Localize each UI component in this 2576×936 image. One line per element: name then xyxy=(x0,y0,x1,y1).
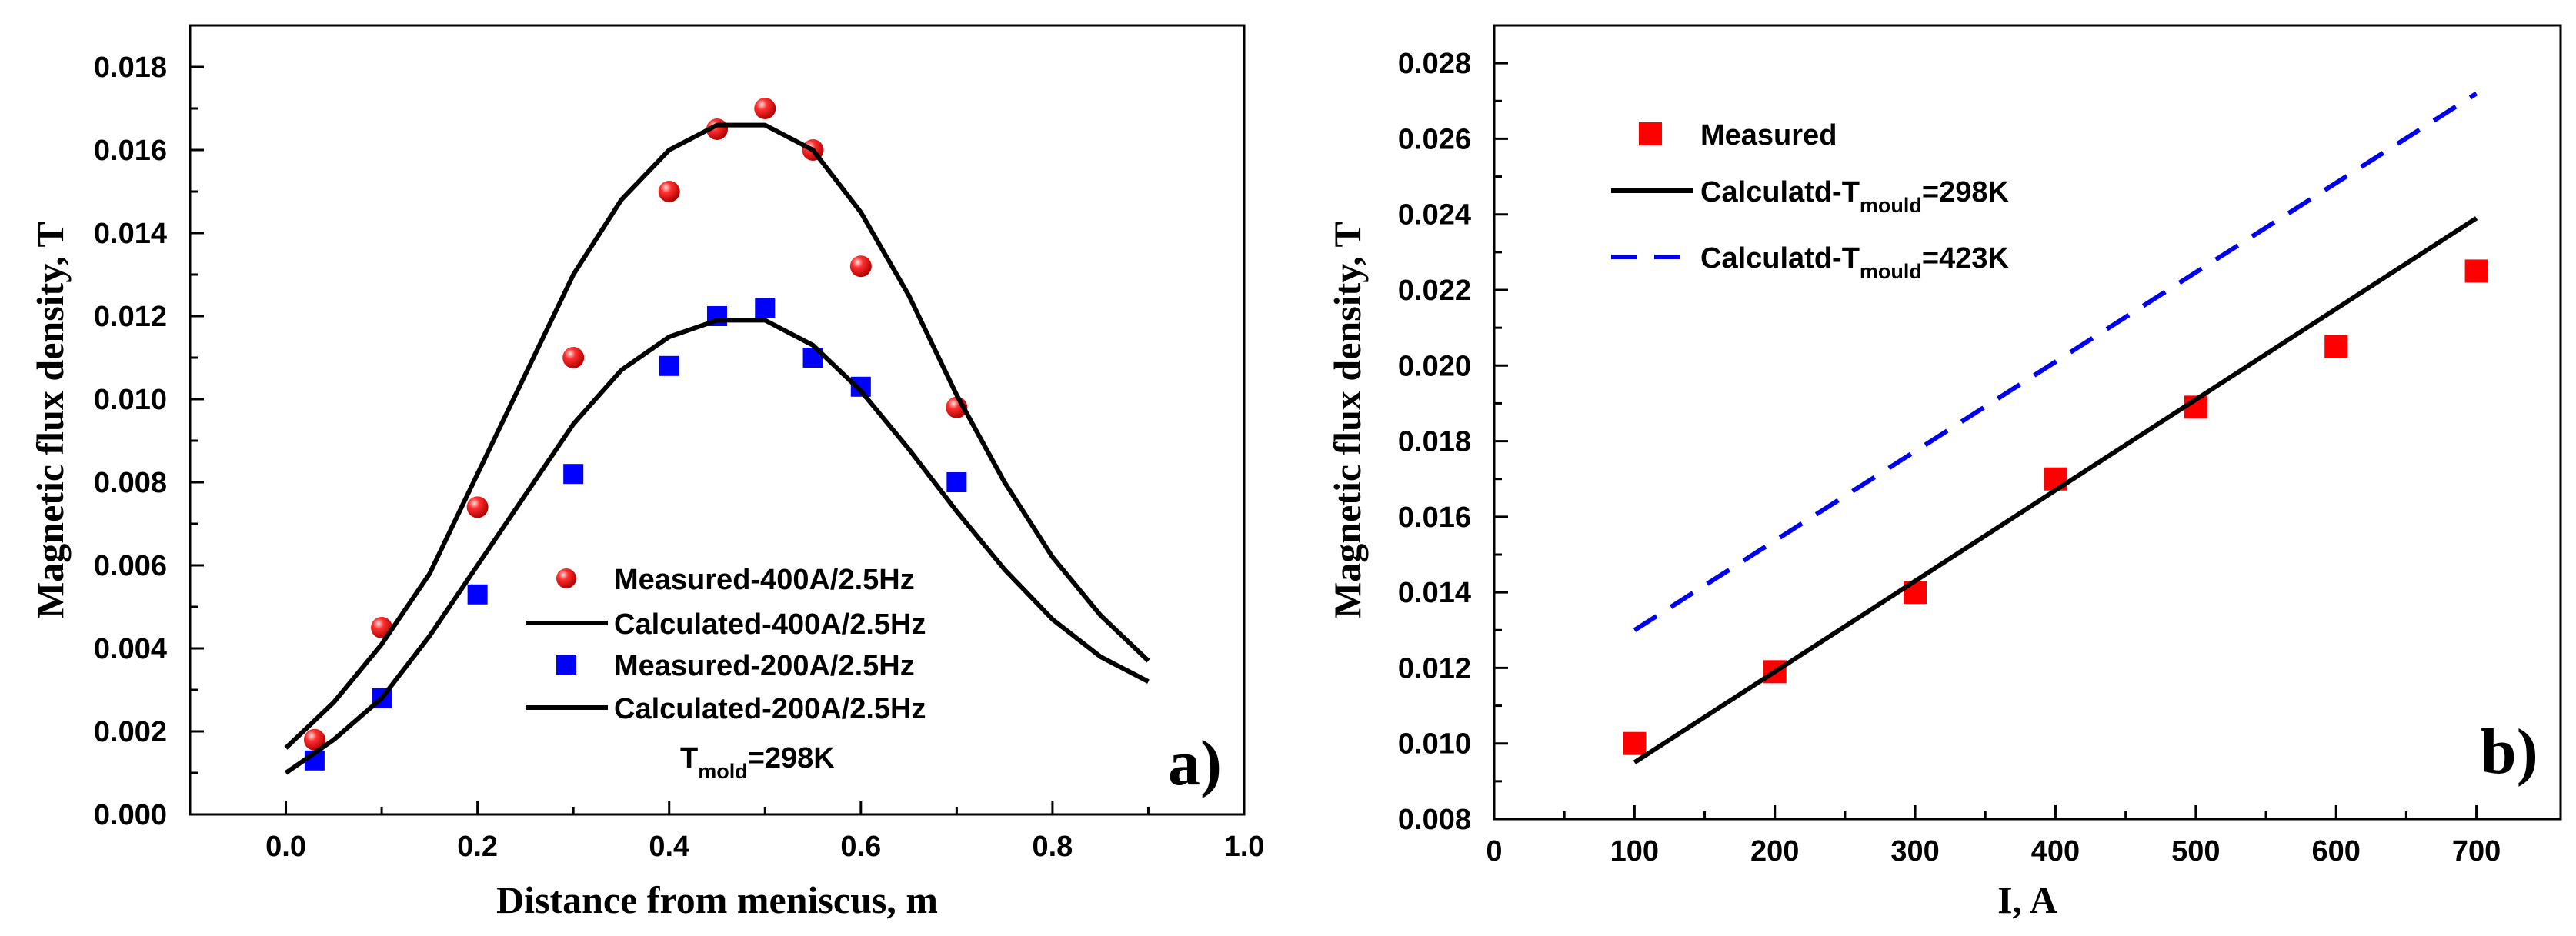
annotation-sub: mold xyxy=(698,760,748,783)
legend-calc-423-sub: mould xyxy=(1860,260,1922,283)
a-x-tick-label: 0.0 xyxy=(265,831,306,863)
legend-calc-298-main: Calculatd-T xyxy=(1700,176,1860,208)
chart-b-x-axis-label: I, A xyxy=(1997,878,2057,921)
legend-calc-423-main: Calculatd-T xyxy=(1700,242,1860,275)
legend-label-measured-200: Measured-200A/2.5Hz xyxy=(614,650,915,682)
annotation-main: T xyxy=(680,742,698,774)
chart-b-ticks: 0 100 200 300 400 500 600 700 0.008 0.010 0.012 0.0… xyxy=(1398,24,2501,868)
b-y-tick-label: 0.024 xyxy=(1398,199,1471,232)
a-y-tick-label: 0.000 xyxy=(94,799,167,831)
a-y-tick-label: 0.004 xyxy=(94,633,167,665)
legend-label-calc-423: Calculatd-Tmould=423K xyxy=(1700,242,2009,283)
a-y-tick-label: 0.012 xyxy=(94,301,167,333)
b-x-tick-label: 500 xyxy=(2171,835,2220,868)
b-x-tick-label: 200 xyxy=(1750,835,1799,868)
a-y-tick-label: 0.016 xyxy=(94,135,167,167)
b-series-0-point xyxy=(1623,731,1647,755)
b-y-tick-label: 0.028 xyxy=(1398,48,1471,80)
legend-calc-423-tail: =423K xyxy=(1922,242,2010,275)
b-y-tick-label: 0.026 xyxy=(1398,123,1471,155)
a-y-tick-label: 0.002 xyxy=(94,716,167,748)
a-series-1-line xyxy=(284,122,1150,750)
a-x-tick-label: 0.6 xyxy=(840,831,881,863)
b-x-tick-label: 400 xyxy=(2031,835,2080,868)
chart-b-marks xyxy=(1623,91,2488,764)
a-series-0-point xyxy=(466,496,489,518)
legend-label-calculated-400: Calculated-400A/2.5Hz xyxy=(614,608,926,641)
a-series-0-point xyxy=(754,98,776,119)
a-x-tick-label: 1.0 xyxy=(1224,831,1265,863)
chart-b-frame xyxy=(1493,24,2562,821)
b-x-tick-label: 300 xyxy=(1890,835,1939,868)
b-y-tick-label: 0.022 xyxy=(1398,275,1471,307)
chart-a-ticks: 0.0 0.2 0.4 0.6 0.8 1.0 0.000 0.002 0.004 0.006 0.… xyxy=(94,24,1265,863)
a-y-tick-label: 0.006 xyxy=(94,550,167,582)
a-y-tick-label: 0.018 xyxy=(94,52,167,84)
b-x-tick-label: 600 xyxy=(2312,835,2361,868)
legend-swatch-measured xyxy=(1639,122,1662,145)
b-y-tick-label: 0.008 xyxy=(1398,804,1471,836)
b-x-tick-label: 700 xyxy=(2452,835,2501,868)
legend-calc-298-tail: =298K xyxy=(1922,176,2010,208)
annotation-tail: =298K xyxy=(748,742,836,774)
chart-b-y-axis-label: Magnetic flux density, T xyxy=(1326,222,1369,618)
chart-b-legend: Measured Calculatd-Tmould=298K Calculatd… xyxy=(1611,119,2009,283)
legend-label-measured-400: Measured-400A/2.5Hz xyxy=(614,564,915,596)
a-x-tick-label: 0.2 xyxy=(457,831,498,863)
legend-swatch-measured-400 xyxy=(556,568,576,588)
a-series-0-point xyxy=(562,347,585,368)
b-series-1-line xyxy=(1633,216,2478,764)
b-y-tick-label: 0.020 xyxy=(1398,350,1471,382)
a-series-2-point xyxy=(563,464,584,485)
a-series-2-point xyxy=(946,472,967,492)
a-series-0-point xyxy=(658,181,680,202)
chart-b: 0 100 200 300 400 500 600 700 0.008 0.010 0.012 0.0… xyxy=(1326,24,2562,921)
chart-a-marks xyxy=(284,98,1150,775)
legend-label-measured: Measured xyxy=(1700,119,1837,152)
b-y-tick-label: 0.014 xyxy=(1398,577,1471,609)
legend-calc-298-sub: mould xyxy=(1860,194,1922,217)
b-x-tick-label: 100 xyxy=(1610,835,1659,868)
chart-a-legend: Measured-400A/2.5Hz Calculated-400A/2.5H… xyxy=(526,564,926,725)
chart-a: 0.0 0.2 0.4 0.6 0.8 1.0 0.000 0.002 0.004 0.006 0.… xyxy=(28,24,1265,921)
a-x-tick-label: 0.8 xyxy=(1032,831,1073,863)
a-series-2-point xyxy=(659,355,679,376)
b-y-tick-label: 0.010 xyxy=(1398,728,1471,761)
b-x-tick-label: 0 xyxy=(1486,835,1502,868)
chart-a-y-axis-label: Magnetic flux density, T xyxy=(28,222,72,618)
a-series-3-line xyxy=(284,318,1150,775)
a-series-2-point xyxy=(467,584,488,605)
b-y-tick-label: 0.018 xyxy=(1398,426,1471,458)
legend-label-calc-298: Calculatd-Tmould=298K xyxy=(1700,176,2009,217)
chart-a-frame xyxy=(189,24,1246,816)
legend-label-calculated-200: Calculated-200A/2.5Hz xyxy=(614,693,926,725)
b-series-2-line xyxy=(1633,91,2478,632)
chart-a-annotation-tmold: Tmold=298K xyxy=(680,742,835,783)
b-series-0-point xyxy=(2324,335,2348,358)
chart-a-x-axis-label: Distance from meniscus, m xyxy=(496,878,938,921)
legend-swatch-measured-200 xyxy=(556,655,576,675)
a-y-tick-label: 0.008 xyxy=(94,467,167,499)
b-y-tick-label: 0.012 xyxy=(1398,652,1471,685)
a-series-0-point xyxy=(849,255,872,278)
a-series-2-point xyxy=(755,298,776,318)
chart-a-panel-label: a) xyxy=(1168,728,1222,799)
a-series-0-point xyxy=(303,728,325,751)
a-y-tick-label: 0.010 xyxy=(94,384,167,416)
a-y-tick-label: 0.014 xyxy=(94,218,167,250)
chart-b-panel-label: b) xyxy=(2481,716,2538,788)
b-series-0-point xyxy=(2464,259,2488,283)
b-y-tick-label: 0.016 xyxy=(1398,501,1471,534)
a-x-tick-label: 0.4 xyxy=(649,831,689,863)
